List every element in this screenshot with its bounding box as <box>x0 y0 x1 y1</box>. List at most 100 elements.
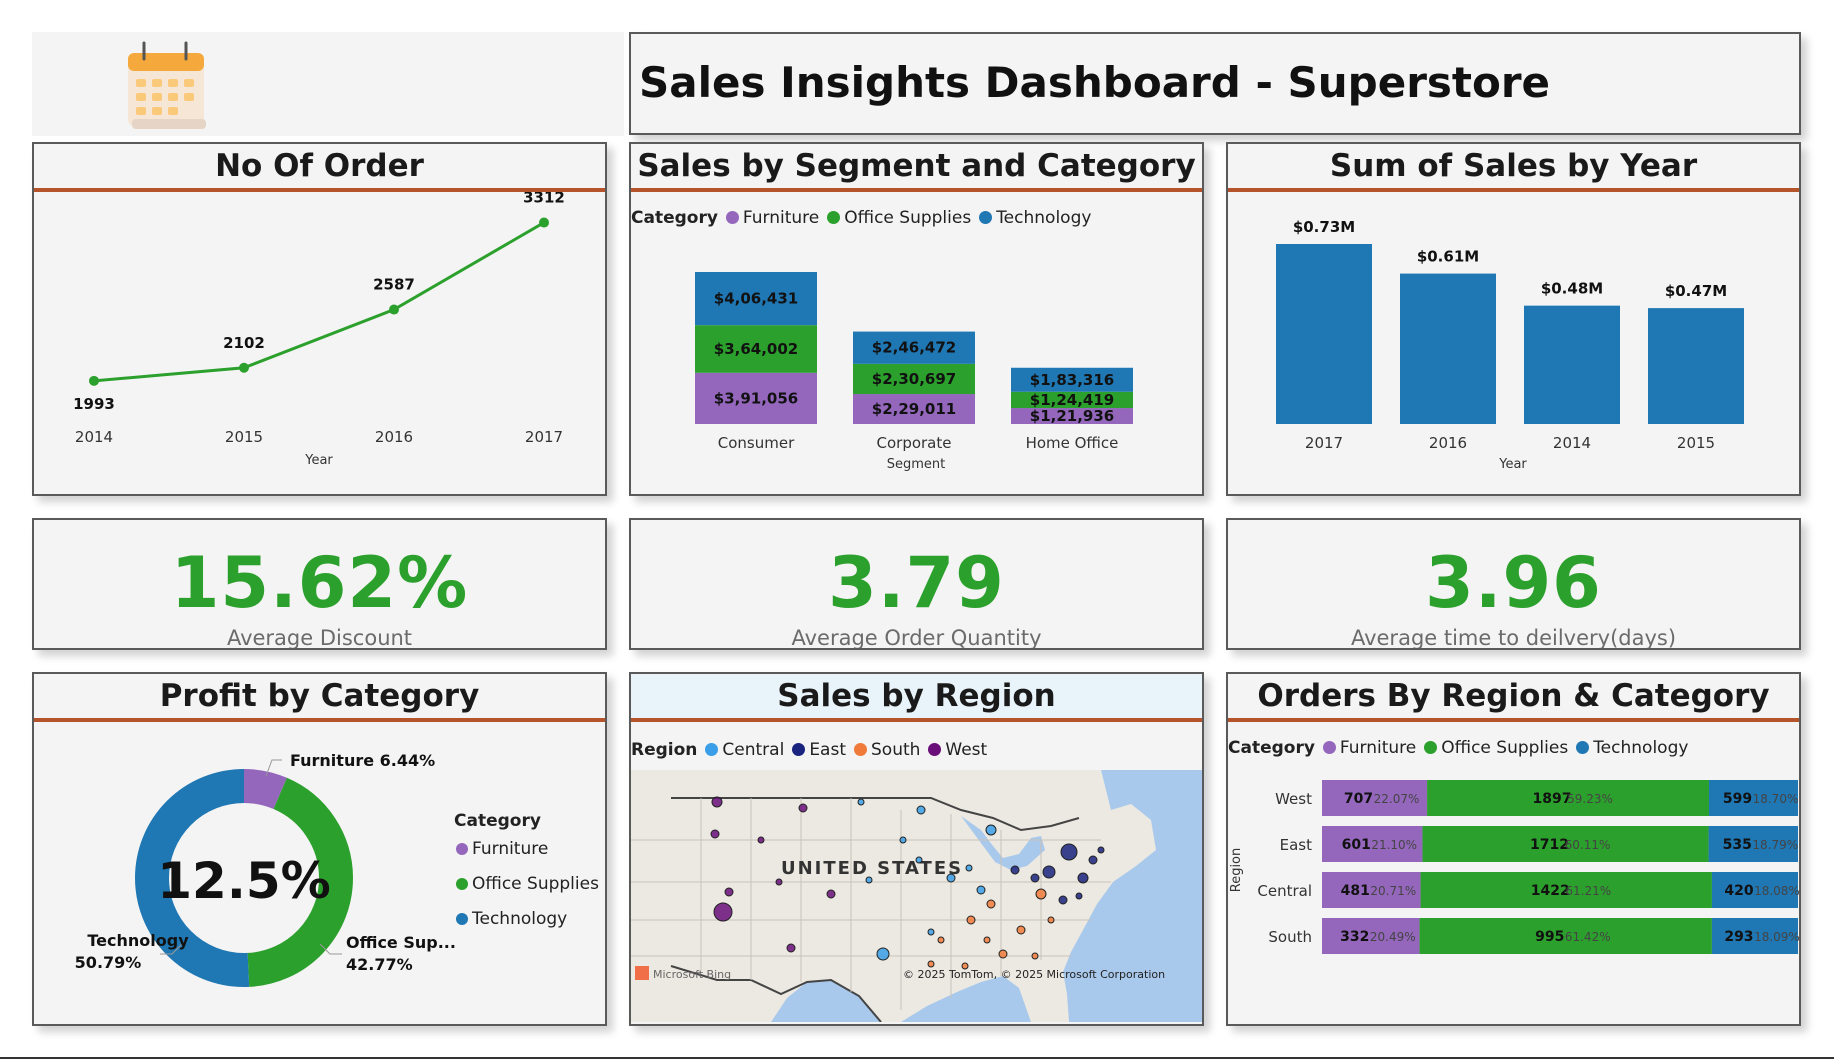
year-bar <box>1400 273 1496 424</box>
kpi-value: 15.62% <box>170 542 469 624</box>
region-bar-value: 293 <box>1724 929 1753 945</box>
map-dot-west <box>775 878 783 886</box>
segment-x-tick: Consumer <box>718 434 795 452</box>
region-bar-value: 995 <box>1535 929 1564 945</box>
calendar-icon <box>128 41 206 129</box>
legend-item[interactable]: West <box>928 740 987 760</box>
year-bar <box>1524 305 1620 424</box>
region-category-panel[interactable]: Orders By Region & Category Category Furn… <box>1226 672 1801 1026</box>
legend-dot <box>827 211 841 224</box>
year-panel[interactable]: Sum of Sales by Year $0.73M 2017 $0.61M 201… <box>1226 142 1801 496</box>
legend-dot <box>792 743 806 756</box>
kpi-average-delivery-time: 3.96 Average time to deilvery(days) <box>1226 518 1801 650</box>
region-bar-value: 535 <box>1723 837 1752 853</box>
orders-point <box>539 217 549 228</box>
orders-point <box>389 304 399 315</box>
region-bar-value: 332 <box>1340 929 1369 945</box>
legend-item[interactable]: East <box>792 740 846 760</box>
map-dot-east <box>1058 895 1068 905</box>
segment-data-label: $3,64,002 <box>714 340 798 358</box>
region-bar-pct: 61.42% <box>1565 930 1611 944</box>
legend-dot <box>725 211 739 224</box>
legend-item[interactable]: Office Supplies <box>1424 738 1568 758</box>
legend-label: Office Supplies <box>844 208 972 228</box>
segment-x-tick: Corporate <box>877 434 952 452</box>
orders-title: No Of Order <box>34 144 605 192</box>
orders-x-axis-title: Year <box>304 453 333 468</box>
segment-data-label: $1,83,316 <box>1030 371 1114 389</box>
region-bar-value: 1422 <box>1531 883 1570 899</box>
segment-data-label: $2,29,011 <box>872 400 956 418</box>
segment-bar <box>1011 408 1133 424</box>
donut-slice <box>135 769 353 987</box>
orders-point <box>89 375 99 386</box>
region-bar-value: 599 <box>1723 791 1752 807</box>
year-x-tick: 2014 <box>1553 434 1591 452</box>
region-y-tick: West <box>1275 790 1312 808</box>
legend-item[interactable]: Technology <box>979 208 1091 228</box>
slice-pct-office: 42.77% <box>346 955 413 974</box>
bing-label: Microsoft Bing <box>653 968 731 981</box>
region-category-bar <box>1711 872 1798 908</box>
donut-legend-title: Category <box>454 811 541 831</box>
segment-panel[interactable]: Sales by Segment and Category Category Fu… <box>629 142 1204 496</box>
legend-item[interactable]: Office Supplies <box>827 208 971 228</box>
profit-panel[interactable]: Profit by Category 12.5% Furniture 6.44% O… <box>32 672 607 1026</box>
dashboard-title: Sales Insights Dashboard - Superstore <box>639 58 1551 107</box>
region-bar-pct: 59.23% <box>1567 792 1613 806</box>
segment-x-tick: Home Office <box>1026 434 1119 452</box>
donut-slice <box>135 769 353 987</box>
legend-label: Central <box>722 740 785 760</box>
map-dot-south <box>1031 952 1039 960</box>
year-data-label: $0.47M <box>1665 282 1727 300</box>
legend-title: Region <box>631 740 698 760</box>
year-x-tick: 2015 <box>1677 434 1715 452</box>
legend-item[interactable]: South <box>854 740 920 760</box>
region-bar-value: 420 <box>1724 883 1753 899</box>
region-y-axis-title: Region <box>1229 848 1244 893</box>
legend-dot <box>705 743 719 756</box>
orders-panel[interactable]: No Of Order 1993 2014 2102 2015 2587 2016 3312… <box>32 142 607 496</box>
segment-data-label: $4,06,431 <box>714 290 798 308</box>
map-dot-south <box>927 960 935 968</box>
orders-data-label: 3312 <box>523 192 565 207</box>
donut-center-label: 12.5% <box>157 852 330 910</box>
region-bar-value: 1712 <box>1530 837 1569 853</box>
region-bar-pct: 61.21% <box>1565 884 1611 898</box>
legend-item[interactable]: Technology <box>1576 738 1688 758</box>
map-dot-east <box>1077 872 1089 884</box>
us-region-map[interactable]: UNITED STATES Microsoft Bing © 2025 TomT… <box>631 770 1202 1022</box>
country-label: UNITED STATES <box>781 858 963 879</box>
slice-label-office: Office Sup... <box>346 933 456 952</box>
region-category-bar <box>1427 780 1709 816</box>
segment-x-axis-title: Segment <box>887 457 946 472</box>
map-dot-central <box>915 856 923 864</box>
region-category-bar <box>1711 918 1798 954</box>
region-map-panel[interactable]: Sales by Region Region Central East South We… <box>629 672 1204 1026</box>
legend-item[interactable]: Furniture <box>725 208 819 228</box>
year-bar <box>1276 244 1372 424</box>
region-bar-pct: 60.11% <box>1565 838 1611 852</box>
region-category-bar <box>1322 826 1423 862</box>
map-dot-west <box>710 829 720 839</box>
orders-point <box>239 362 249 373</box>
segment-bar <box>695 372 817 424</box>
kpi-label: Average time to deilvery(days) <box>1350 626 1677 650</box>
land-mass <box>631 770 1156 1022</box>
map-dot-central <box>985 824 997 836</box>
region-y-tick: East <box>1280 836 1312 854</box>
canada-border <box>671 797 1080 832</box>
segment-data-label: $2,46,472 <box>872 339 956 357</box>
callout-line <box>265 759 282 777</box>
year-x-axis-title: Year <box>1498 457 1527 472</box>
legend-label: West <box>945 740 988 760</box>
map-dot-central <box>865 876 873 884</box>
legend-item[interactable]: Central <box>705 740 784 760</box>
map-copyright: © 2025 TomTom, © 2025 Microsoft Corporat… <box>903 968 1165 981</box>
region-bar-pct: 18.09% <box>1754 930 1799 944</box>
map-dot-central <box>946 873 956 883</box>
map-dot-central <box>976 885 986 895</box>
legend-item[interactable]: Furniture <box>1322 738 1416 758</box>
year-data-label: $0.73M <box>1293 218 1355 236</box>
segment-data-label: $1,21,936 <box>1030 407 1114 425</box>
